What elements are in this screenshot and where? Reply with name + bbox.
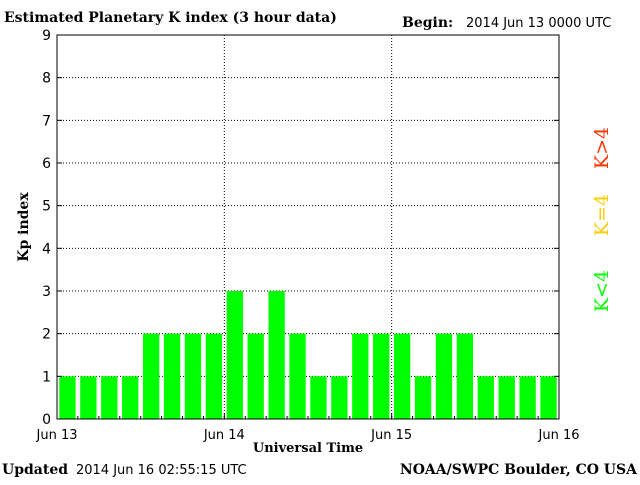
y-tick-label: 7 (42, 113, 51, 129)
kp-bar (163, 333, 181, 419)
y-tick-label: 6 (42, 156, 51, 172)
kp-bar (184, 333, 202, 419)
y-tick-label: 3 (42, 284, 51, 300)
kp-bar (373, 333, 390, 419)
grid-layer (57, 35, 559, 419)
y-tick-label: 0 (42, 412, 51, 428)
kp-bar (247, 333, 264, 419)
kp-bar (80, 376, 97, 419)
kp-bar (393, 333, 411, 419)
legend-k-equal-4: K=4 (591, 194, 613, 236)
kp-bar (142, 333, 160, 419)
kp-bar (477, 376, 494, 419)
kp-bar (540, 376, 557, 419)
kp-bar (205, 333, 223, 419)
x-tick-label: Jun 14 (203, 428, 245, 443)
kp-bar (268, 291, 285, 419)
kp-bar (352, 333, 369, 419)
y-axis-label: Kp index (16, 192, 32, 262)
updated-label: Updated (2, 462, 68, 478)
y-tick-label: 5 (42, 199, 51, 215)
kp-bar (414, 376, 432, 419)
kp-bar (122, 376, 139, 419)
y-tick-label: 4 (42, 241, 51, 257)
bars-layer (59, 291, 557, 419)
kp-bar (435, 333, 453, 419)
x-tick-label: Jun 15 (370, 428, 412, 443)
updated-value: 2014 Jun 16 02:55:15 UTC (76, 463, 247, 478)
chart-title: Estimated Planetary K index (3 hour data… (4, 10, 337, 26)
begin-value: 2014 Jun 13 0000 UTC (466, 16, 611, 31)
y-tick-label: 2 (42, 327, 51, 343)
x-ticks-layer: Jun 13 Jun 14 Jun 15 Jun 16 (36, 413, 580, 443)
kp-bar (59, 376, 76, 419)
source-credit: NOAA/SWPC Boulder, CO USA (400, 462, 638, 478)
y-tick-label: 8 (42, 71, 51, 87)
y-tick-label: 9 (42, 28, 51, 44)
kp-bar (456, 333, 474, 419)
legend-k-greater-4: K>4 (591, 127, 613, 169)
kp-bar (101, 376, 118, 419)
kp-bar (310, 376, 327, 419)
kp-bar (331, 376, 348, 419)
y-tick-label: 1 (42, 369, 51, 385)
x-axis-label: Universal Time (253, 441, 363, 456)
kp-bar (519, 376, 536, 419)
kp-bar (289, 333, 306, 419)
kp-bar (498, 376, 515, 419)
legend-k-less-4: K<4 (591, 270, 613, 312)
x-tick-label: Jun 13 (36, 428, 78, 443)
y-ticks-layer: 0 1 2 3 4 5 6 7 8 9 (42, 28, 559, 428)
kp-bar (226, 291, 243, 419)
begin-label: Begin: (402, 15, 453, 31)
x-tick-label: Jun 16 (538, 428, 580, 443)
plot-frame (56, 34, 560, 420)
